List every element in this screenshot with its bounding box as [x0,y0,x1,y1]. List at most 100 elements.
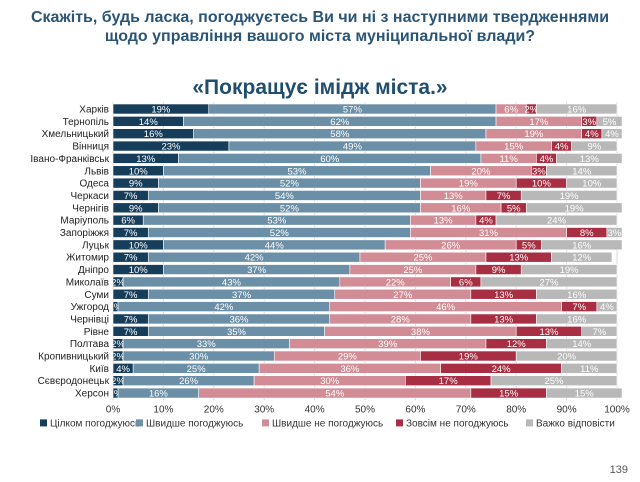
data-label: 52% [270,228,290,239]
data-label: 4% [479,216,493,227]
data-label: 4% [585,129,599,140]
data-label: 10% [129,265,149,276]
data-label: 24% [547,216,567,227]
data-label: 9% [129,179,143,190]
legend-swatch [396,419,403,427]
data-label: 11% [499,154,518,165]
data-label: 13% [539,327,559,338]
legend-swatch [136,419,143,427]
bar-segment [556,153,623,164]
data-label: 4% [555,142,569,153]
data-label: 16% [567,105,587,116]
data-label: 30% [320,376,340,387]
category-label: Миколаїв [66,277,109,288]
page-title: Скажіть, будь ласка, погоджуєтесь Ви чи … [30,9,610,45]
data-label: 57% [343,105,363,116]
data-label: 9% [492,265,506,276]
category-label: Чернівці [70,314,109,325]
x-tick-label: 50% [355,404,375,415]
bar-segment [490,375,618,387]
data-label: 2% [111,376,125,387]
data-label: 15% [575,389,595,400]
category-label: Рівне [84,327,110,338]
x-tick-label: 20% [204,404,224,415]
data-label: 37% [232,290,252,301]
data-label: 19% [565,203,585,214]
bar-segment [596,301,618,312]
data-label: 16% [567,290,587,301]
category-label: Житомир [66,253,109,264]
x-tick-label: 60% [405,404,425,415]
bar-segment [606,227,623,238]
data-label: 25% [187,364,207,375]
data-label: 7% [124,253,138,264]
data-label: 62% [330,117,350,128]
data-label: 4% [605,129,619,140]
legend-label: Зовсім не погоджуюсь [406,418,509,429]
data-label: 4% [116,364,130,375]
bar-segment [571,140,618,152]
data-label: 42% [214,302,234,313]
x-tick-label: 90% [557,404,577,415]
category-label: Луцьк [82,240,110,251]
data-label: 53% [287,166,307,177]
data-label: 27% [393,290,413,301]
data-label: 13% [580,154,600,165]
data-label: 7% [592,327,606,338]
category-label: Тернопіль [63,117,109,128]
data-label: 52% [280,179,300,190]
data-label: 5% [603,117,617,128]
legend-label: Швидше не погоджуюсь [272,418,383,429]
x-tick-label: 70% [456,404,476,415]
legend-swatch [40,419,47,427]
data-label: 9% [129,203,143,214]
data-label: 5% [507,203,521,214]
data-label: 3% [608,228,622,239]
data-label: 13% [494,314,514,325]
data-label: 25% [413,253,433,264]
data-label: 14% [139,117,159,128]
x-tick-label: 10% [153,404,173,415]
bar-segment [546,165,618,177]
data-label: 25% [544,376,564,387]
category-label: Сєвєродонецьк [38,376,110,387]
data-label: 58% [330,129,350,140]
category-label: Одеса [79,179,109,190]
page-number: 139 [609,464,628,476]
data-label: 27% [539,277,559,288]
data-label: 5% [522,240,536,251]
data-label: 29% [338,352,358,363]
data-label: 15% [499,389,519,400]
legend-label: Швидше погоджуюсь [146,418,243,429]
bar-segment [546,338,618,349]
data-label: 8% [580,228,594,239]
category-label: Полтава [70,339,110,350]
data-label: 33% [197,339,217,350]
data-label: 16% [572,240,592,251]
data-label: 7% [572,302,586,313]
bar-segment [520,190,618,201]
data-label: 26% [441,240,461,251]
bar-segment [541,239,623,251]
bar-segment [515,350,618,362]
data-label: 39% [378,339,398,350]
data-label: 6% [459,277,473,288]
category-label: Київ [89,364,109,375]
data-label: 19% [459,179,479,190]
data-label: 7% [124,191,138,202]
legend-label: Цілком погоджуюсь [50,418,140,429]
bar-segment [561,363,618,374]
legend-label: Важко відповісти [536,418,615,429]
data-label: 7% [124,314,138,325]
data-label: 16% [149,389,169,400]
data-label: 30% [189,352,209,363]
data-label: 16% [567,314,587,325]
bar-segment [581,325,618,337]
data-label: 17% [529,117,549,128]
data-label: 49% [343,142,363,153]
data-label: 6% [121,216,135,227]
data-label: 2% [111,277,125,288]
bar-segment [480,276,618,288]
data-label: 43% [222,277,242,288]
data-label: 42% [245,253,265,264]
